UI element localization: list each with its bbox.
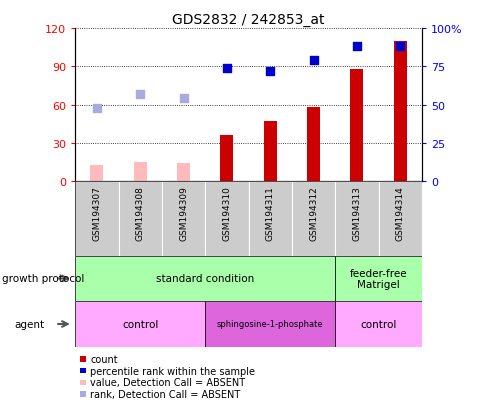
Point bbox=[93, 105, 101, 112]
Text: GSM194309: GSM194309 bbox=[179, 185, 188, 240]
Text: control: control bbox=[360, 319, 396, 329]
Point bbox=[223, 65, 230, 72]
Bar bbox=[220, 136, 233, 182]
Bar bbox=[291, 182, 334, 256]
Bar bbox=[393, 42, 406, 182]
Text: percentile rank within the sample: percentile rank within the sample bbox=[90, 366, 255, 376]
Text: GSM194310: GSM194310 bbox=[222, 185, 231, 240]
Bar bbox=[75, 256, 334, 301]
Text: GSM194314: GSM194314 bbox=[395, 185, 404, 240]
Text: standard condition: standard condition bbox=[156, 274, 254, 284]
Bar bbox=[334, 301, 421, 347]
Bar bbox=[263, 122, 276, 182]
Text: growth protocol: growth protocol bbox=[2, 274, 85, 284]
Point bbox=[395, 44, 403, 50]
Text: GSM194313: GSM194313 bbox=[352, 185, 361, 240]
Text: sphingosine-1-phosphate: sphingosine-1-phosphate bbox=[216, 320, 323, 329]
Bar bbox=[177, 164, 190, 182]
Text: GSM194307: GSM194307 bbox=[92, 185, 101, 240]
Bar bbox=[90, 165, 103, 182]
Text: value, Detection Call = ABSENT: value, Detection Call = ABSENT bbox=[90, 377, 245, 387]
Text: GSM194311: GSM194311 bbox=[265, 185, 274, 240]
Point bbox=[266, 69, 273, 75]
Bar bbox=[350, 70, 363, 182]
Point bbox=[136, 91, 144, 98]
Point bbox=[179, 96, 187, 102]
Text: GSM194312: GSM194312 bbox=[308, 185, 318, 240]
Text: count: count bbox=[90, 354, 118, 364]
Bar bbox=[205, 301, 334, 347]
Bar bbox=[118, 182, 162, 256]
Point bbox=[352, 44, 360, 50]
Text: control: control bbox=[122, 319, 158, 329]
Title: GDS2832 / 242853_at: GDS2832 / 242853_at bbox=[172, 12, 324, 26]
Bar bbox=[162, 182, 205, 256]
Text: rank, Detection Call = ABSENT: rank, Detection Call = ABSENT bbox=[90, 389, 240, 399]
Bar bbox=[75, 301, 205, 347]
Bar bbox=[334, 182, 378, 256]
Point bbox=[309, 58, 317, 64]
Text: feeder-free
Matrigel: feeder-free Matrigel bbox=[349, 268, 407, 290]
Text: agent: agent bbox=[15, 319, 45, 329]
Bar bbox=[334, 256, 421, 301]
Bar bbox=[75, 182, 118, 256]
Bar bbox=[248, 182, 291, 256]
Bar bbox=[306, 108, 319, 182]
Text: GSM194308: GSM194308 bbox=[136, 185, 144, 240]
Bar bbox=[378, 182, 421, 256]
Bar bbox=[205, 182, 248, 256]
Bar bbox=[134, 163, 146, 182]
